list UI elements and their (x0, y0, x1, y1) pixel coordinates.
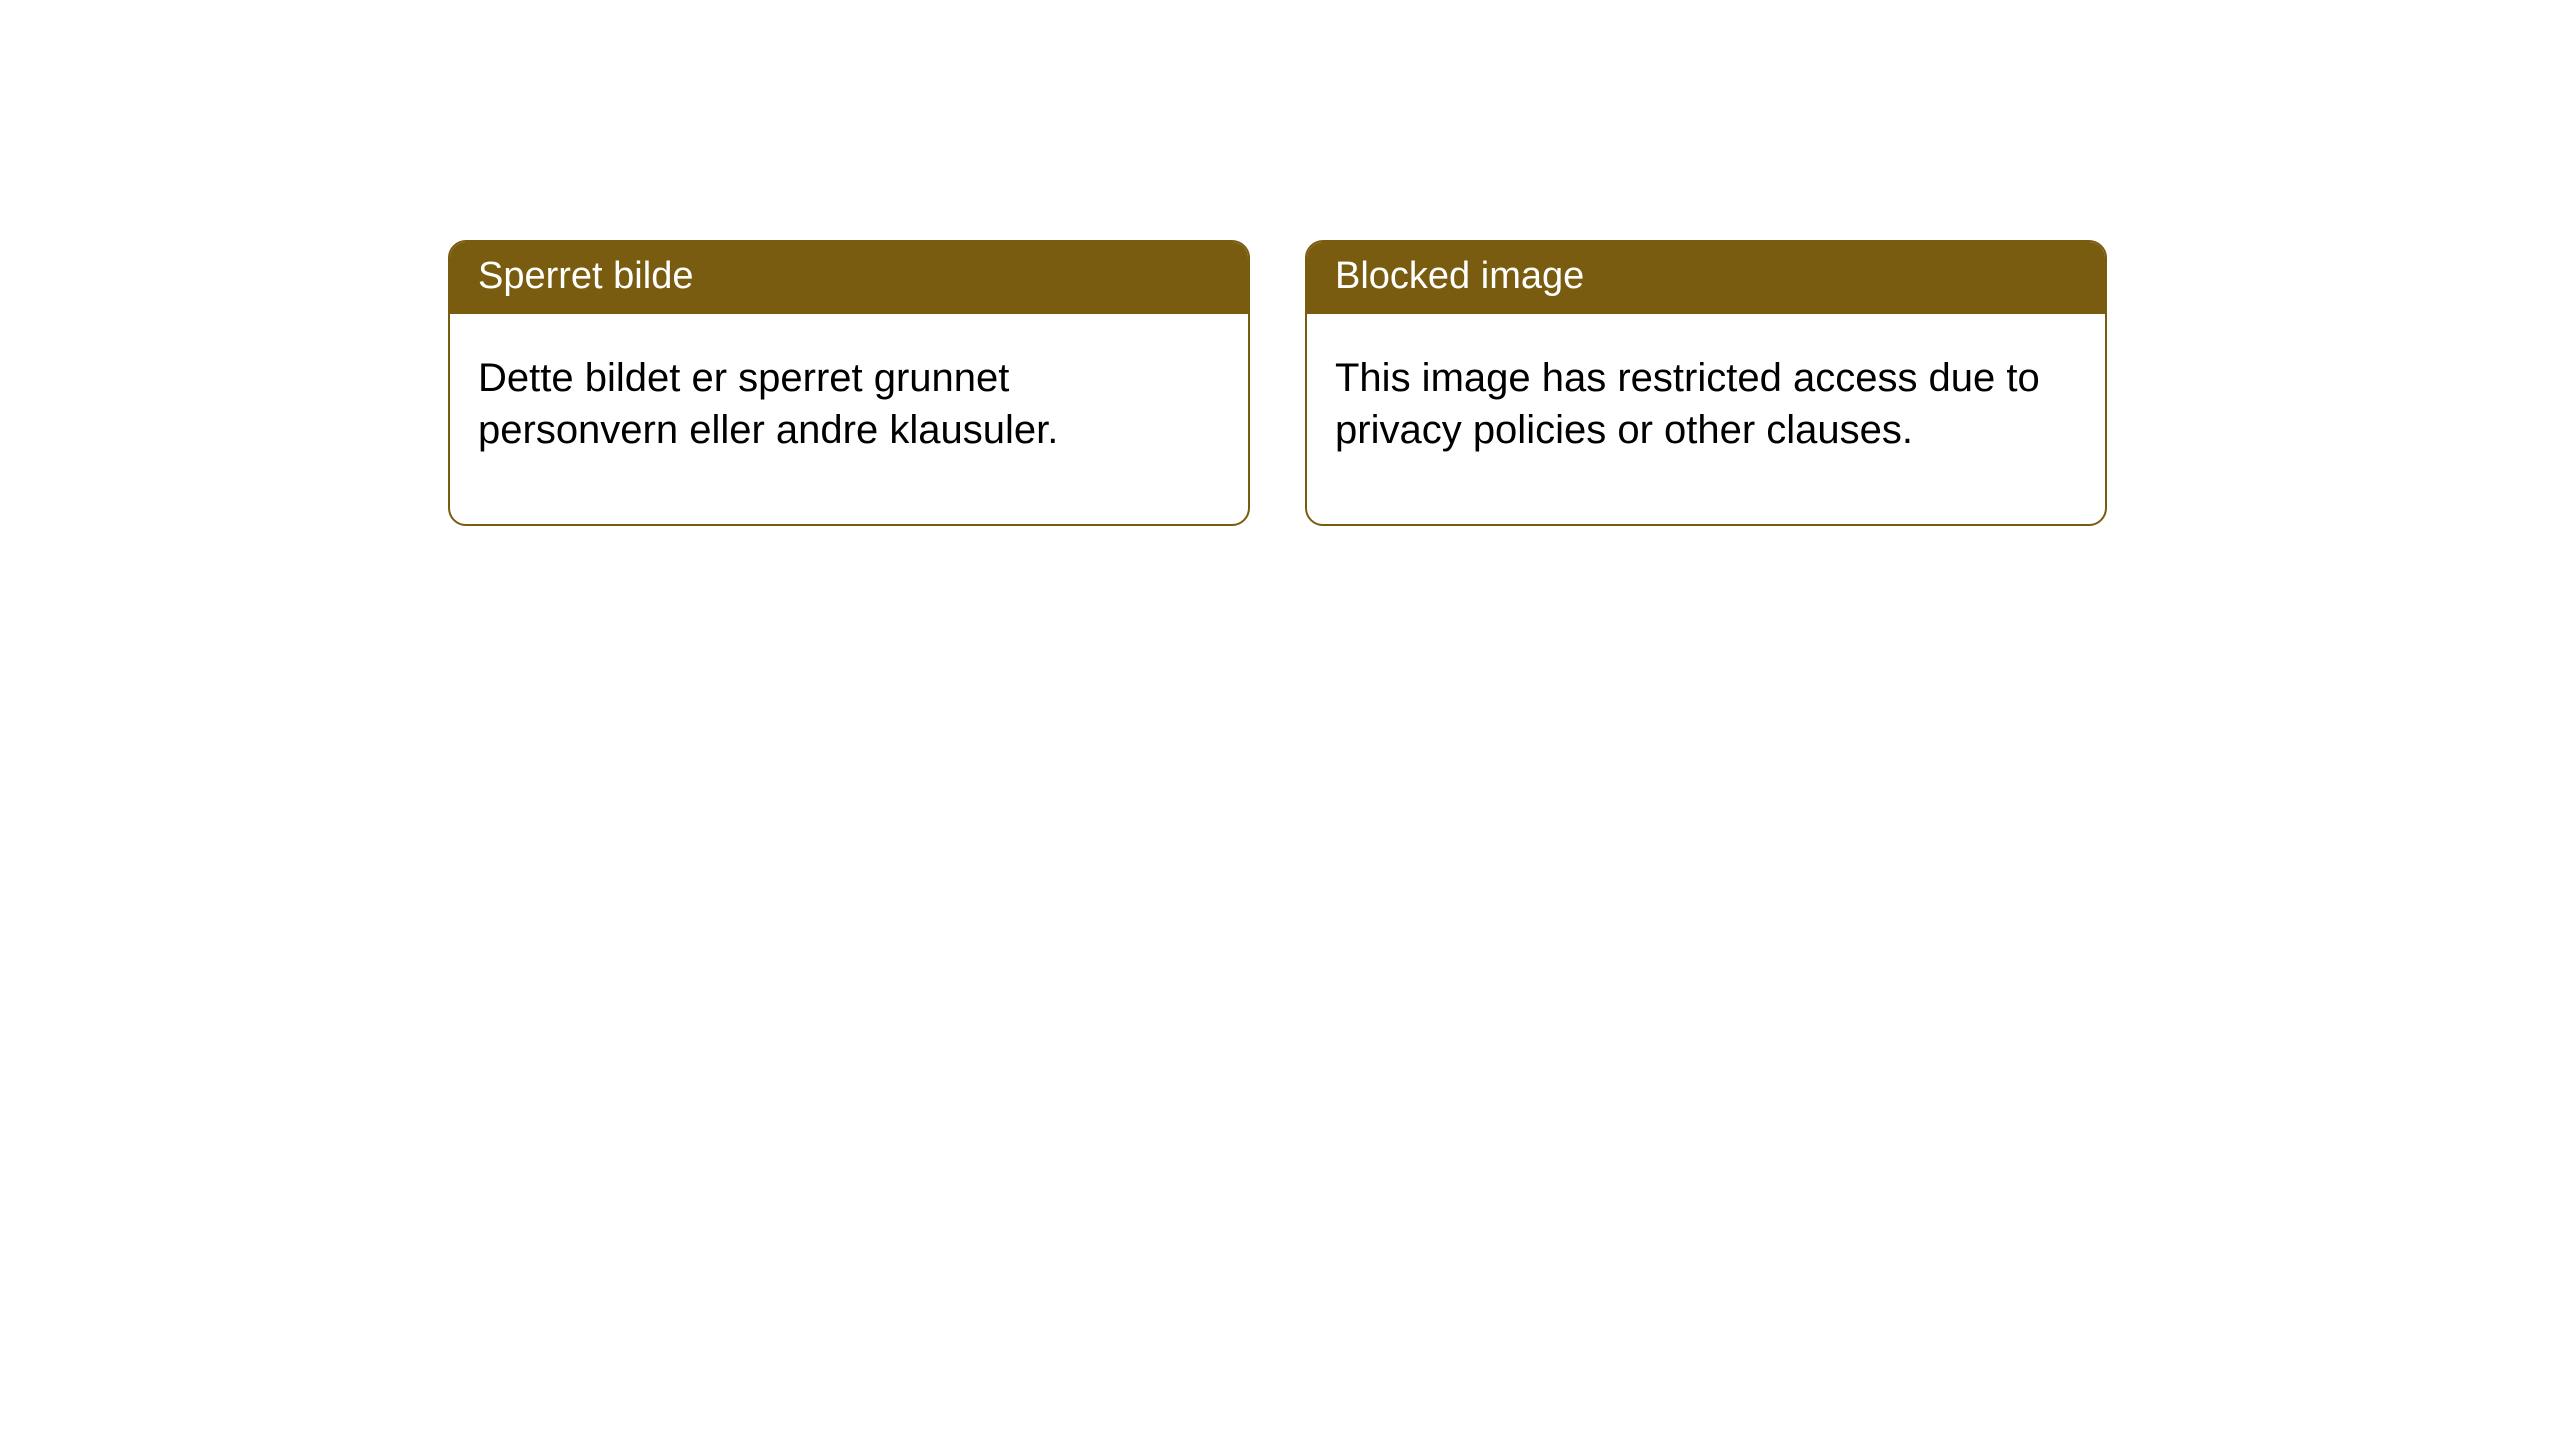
card-body: Dette bildet er sperret grunnet personve… (450, 314, 1248, 524)
card-body-text: This image has restricted access due to … (1335, 356, 2040, 452)
card-body: This image has restricted access due to … (1307, 314, 2105, 524)
notice-card-norwegian: Sperret bilde Dette bildet er sperret gr… (448, 240, 1250, 526)
card-body-text: Dette bildet er sperret grunnet personve… (478, 356, 1058, 452)
card-header: Blocked image (1307, 242, 2105, 314)
notice-card-english: Blocked image This image has restricted … (1305, 240, 2107, 526)
card-header: Sperret bilde (450, 242, 1248, 314)
card-title: Sperret bilde (478, 255, 693, 297)
card-title: Blocked image (1335, 255, 1584, 297)
notice-container: Sperret bilde Dette bildet er sperret gr… (0, 0, 2560, 526)
